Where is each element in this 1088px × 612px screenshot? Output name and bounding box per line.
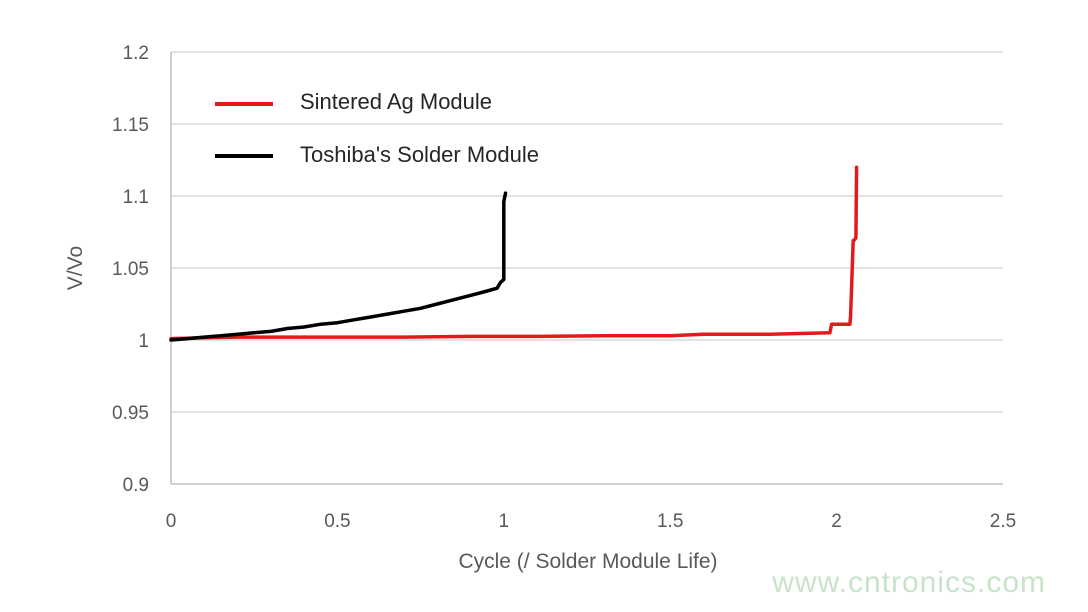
y-tick-label: 0.95 xyxy=(112,403,149,424)
x-tick-label: 0.5 xyxy=(324,511,350,532)
legend: Sintered Ag Module Toshiba's Solder Modu… xyxy=(215,89,539,167)
y-tick-label: 1 xyxy=(138,331,149,352)
y-tick-label: 1.2 xyxy=(123,43,149,64)
legend-label-sintered-ag: Sintered Ag Module xyxy=(300,89,492,114)
grid-lines xyxy=(171,51,1003,413)
legend-label-toshiba-solder: Toshiba's Solder Module xyxy=(300,142,539,167)
series-line-toshiba-solder xyxy=(169,191,508,342)
y-tick-label: 1.1 xyxy=(123,187,149,208)
y-tick-label: 1.05 xyxy=(112,259,149,280)
x-tick-label: 2.5 xyxy=(990,511,1016,532)
y-axis-title: V/Vo xyxy=(64,246,87,290)
series-line-sintered-ag xyxy=(169,165,859,341)
y-tick-label: 1.15 xyxy=(112,115,149,136)
x-tick-label: 0 xyxy=(166,511,177,532)
x-tick-label: 1.5 xyxy=(657,511,683,532)
x-tick-label: 1 xyxy=(499,511,510,532)
x-axis-title: Cycle (/ Solder Module Life) xyxy=(458,550,717,573)
axes xyxy=(170,52,1003,485)
tick-labels: 0.9 0.95 1 1.05 1.1 1.15 1.2 0 0.5 1 1.5 2 2.5 xyxy=(112,43,1016,532)
watermark-text: www.cntronics.com xyxy=(771,566,1046,599)
y-tick-label: 0.9 xyxy=(123,475,149,496)
series-lines xyxy=(169,165,859,342)
x-tick-label: 2 xyxy=(831,511,842,532)
